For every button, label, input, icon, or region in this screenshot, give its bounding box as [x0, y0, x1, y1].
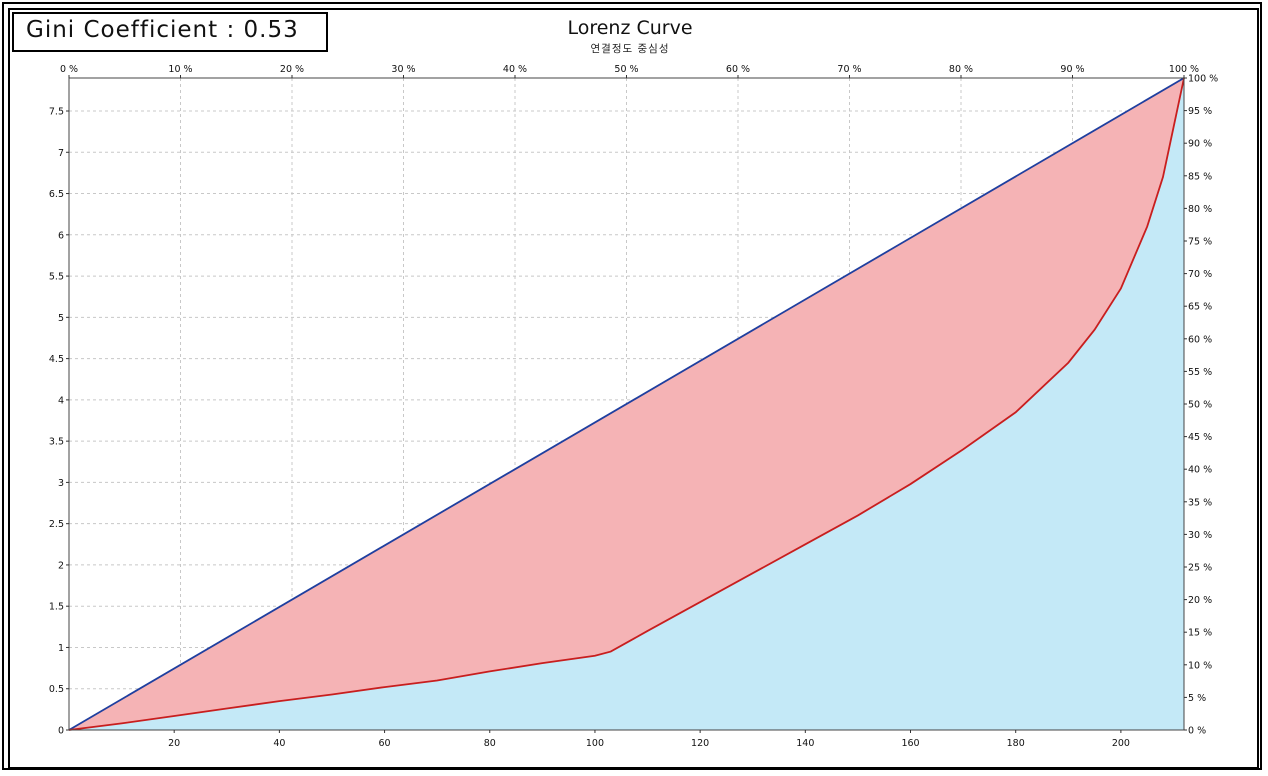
top-percent-label: 80 % — [949, 64, 973, 75]
y-tick-label: 1 — [58, 643, 64, 654]
axis-layer: 0 0.5 1 1.5 2 2.5 3 3.5 4 4.5 5 5.5 6 6.5 7 7.5 20 40 60 80… — [49, 64, 1218, 749]
right-percent-label: 40 % — [1188, 465, 1212, 476]
right-percent-label: 15 % — [1188, 628, 1212, 639]
top-percent-label: 0 % — [60, 64, 78, 75]
x-tick-label: 20 — [168, 738, 180, 749]
x-tick-label: 100 — [586, 738, 604, 749]
gini-coefficient-box: Gini Coefficient : 0.53 — [12, 12, 328, 52]
right-percent-label: 50 % — [1188, 400, 1212, 411]
right-percent-label: 35 % — [1188, 497, 1212, 508]
right-percent-label: 60 % — [1188, 334, 1212, 345]
equality-line — [68, 77, 1185, 731]
right-percent-label: 70 % — [1188, 269, 1212, 280]
y-tick-label: 3 — [58, 478, 64, 489]
x-tick-label: 120 — [691, 738, 709, 749]
x-tick-label: 200 — [1112, 738, 1130, 749]
y-tick-label: 4.5 — [49, 354, 64, 365]
chart-inner-frame — [8, 8, 1259, 769]
right-percent-label: 90 % — [1188, 139, 1212, 150]
top-percent-label: 90 % — [1060, 64, 1084, 75]
right-percent-label: 100 % — [1188, 74, 1218, 85]
right-percent-label: 65 % — [1188, 302, 1212, 313]
top-percent-label: 40 % — [503, 64, 527, 75]
x-tick-label: 60 — [379, 738, 391, 749]
top-percent-label: 50 % — [614, 64, 638, 75]
top-percent-label: 20 % — [280, 64, 304, 75]
y-tick-label: 6.5 — [49, 189, 64, 200]
x-tick-label: 140 — [796, 738, 814, 749]
right-percent-label: 10 % — [1188, 660, 1212, 671]
top-percent-label: 30 % — [391, 64, 415, 75]
x-tick-label: 80 — [484, 738, 496, 749]
lorenz-curve-line — [68, 77, 1185, 731]
right-percent-label: 75 % — [1188, 237, 1212, 248]
y-tick-label: 0.5 — [49, 684, 64, 695]
y-tick-label: 6 — [58, 230, 64, 241]
y-tick-label: 3.5 — [49, 437, 64, 448]
y-tick-label: 5.5 — [49, 272, 64, 283]
right-percent-label: 20 % — [1188, 595, 1212, 606]
right-percent-label: 5 % — [1188, 693, 1206, 704]
gini-coefficient-label: Gini Coefficient : 0.53 — [26, 17, 299, 43]
top-percent-label: 70 % — [837, 64, 861, 75]
x-tick-label: 40 — [273, 738, 285, 749]
right-percent-label: 85 % — [1188, 171, 1212, 182]
chart-subtitle: 연결정도 중심성 — [590, 43, 670, 55]
y-tick-label: 2 — [58, 560, 64, 571]
y-tick-label: 5 — [58, 313, 64, 324]
line-layer — [68, 77, 1185, 731]
y-tick-label: 4 — [58, 395, 64, 406]
right-percent-label: 45 % — [1188, 432, 1212, 443]
right-percent-label: 30 % — [1188, 530, 1212, 541]
chart-title: Lorenz Curve — [567, 17, 693, 39]
right-percent-label: 95 % — [1188, 106, 1212, 117]
top-percent-label: 10 % — [168, 64, 192, 75]
top-percent-label: 60 % — [726, 64, 750, 75]
right-percent-label: 25 % — [1188, 563, 1212, 574]
right-percent-label: 80 % — [1188, 204, 1212, 215]
y-tick-label: 7.5 — [49, 107, 64, 118]
x-tick-label: 180 — [1007, 738, 1025, 749]
right-percent-label: 55 % — [1188, 367, 1212, 378]
y-tick-label: 0 — [58, 726, 64, 737]
y-tick-label: 1.5 — [49, 602, 64, 613]
right-percent-label: 0 % — [1188, 726, 1206, 737]
y-tick-label: 2.5 — [49, 519, 64, 530]
x-tick-label: 160 — [901, 738, 919, 749]
below-curve-area — [69, 78, 1184, 730]
y-tick-label: 7 — [58, 148, 64, 159]
top-percent-label: 100 % — [1169, 64, 1199, 75]
